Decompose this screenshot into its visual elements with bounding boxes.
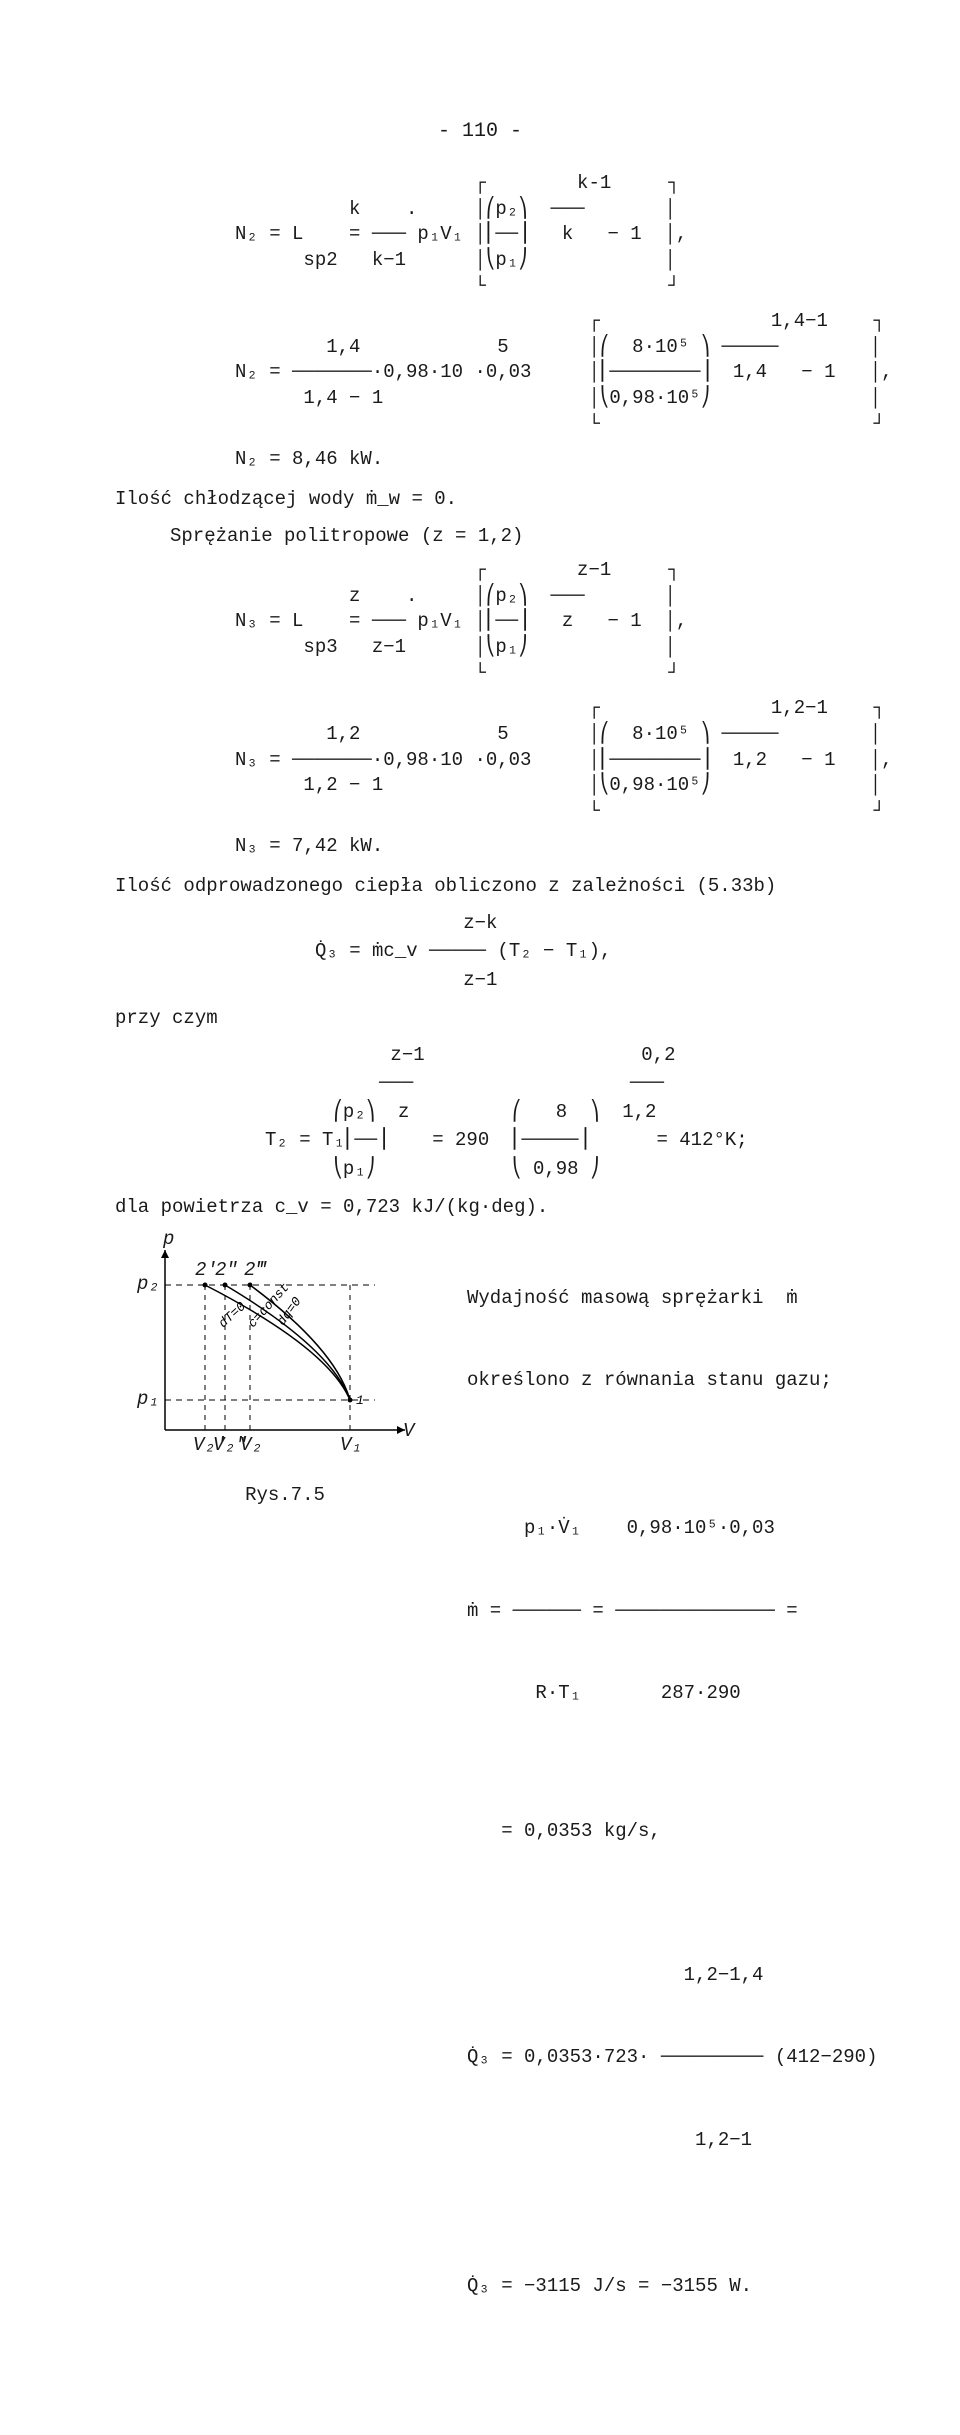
line-polytropic: Sprężanie politropowe (z = 1,2) [170, 522, 845, 551]
page-number: - 110 - [115, 120, 845, 143]
eq-line: ṁ = ────── = ────────────── = [467, 1598, 877, 1626]
figure-caption: Rys.7.5 [115, 1484, 455, 1506]
equation-q3-result: Q̇₃ = −3115 J/s = −3155 W. [467, 2273, 877, 2301]
eq-line: sp3 z−1 │⎝p₁⎠ │ [235, 635, 845, 661]
eq-line: T₂ = T₁⎜──⎟ = 290 ⎜─────⎟ = 412°K; [265, 1126, 845, 1155]
eq-line: 1,4 − 1 │⎝0,98·10⁵⎠ │ [235, 386, 845, 412]
pv-diagram-svg: dT=0c=constdq=01 [115, 1230, 435, 1460]
eq-line: N₃ = L = ─── p₁V₁ │⎜──⎟ z − 1 │, [235, 609, 845, 635]
page: - 110 - ┌ k-1 ┐ k . │⎛p₂⎞ ─── │ N₂ = L =… [0, 0, 960, 2435]
equation-n3-numeric: ┌ 1,2−1 ┐ 1,2 5 │⎛ 8·10⁵ ⎞ ───── │ N₃ = … [115, 696, 845, 824]
eq-line: = 0,0353 kg/s, [467, 1818, 877, 1846]
text-mass-flow-2: określono z równania stanu gazu; [467, 1367, 877, 1395]
axis-label-p1: p₁ [137, 1388, 160, 1410]
eq-line: p₁·V̇₁ 0,98·10⁵·0,03 [467, 1515, 877, 1543]
line-cv: dla powietrza c_v = 0,723 kJ/(kg·deg). [115, 1193, 845, 1222]
eq-line: R·T₁ 287·290 [467, 1680, 877, 1708]
eq-line: └ ┘ [235, 274, 845, 300]
tick-v2: V₂ [240, 1434, 263, 1456]
eq-line: 1,2 − 1 │⎝0,98·10⁵⎠ │ [235, 773, 845, 799]
eq-line: N₂ = L = ─── p₁V₁ │⎜──⎟ k − 1 │, [235, 222, 845, 248]
eq-line: z−1 0,2 [265, 1041, 845, 1070]
eq-line: 1,4 5 │⎛ 8·10⁵ ⎞ ───── │ [235, 335, 845, 361]
line-heat-removed: Ilość odprowadzonego ciepła obliczono z … [115, 872, 845, 901]
eq-line: N₂ = ───────·0,98·10 ·0,03 │⎜────────⎟ 1… [235, 360, 845, 386]
point-2pp: 2″ [215, 1259, 238, 1281]
equation-n2-symbolic: ┌ k-1 ┐ k . │⎛p₂⎞ ─── │ N₂ = L = ─── p₁V… [115, 171, 845, 299]
eq-line: └ ┘ [235, 412, 845, 438]
line-cooling-water: Ilość chłodzącej wody ṁ_w = 0. [115, 485, 845, 514]
eq-line: z−k [315, 909, 845, 938]
equation-n3-result: N₃ = 7,42 kW. [235, 834, 845, 860]
axis-label-p: p [163, 1228, 174, 1250]
eq-line: k . │⎛p₂⎞ ─── │ [235, 197, 845, 223]
eq-line: z−1 [315, 966, 845, 995]
eq-line: └ ┘ [235, 799, 845, 825]
eq-line: ┌ k-1 ┐ [235, 171, 845, 197]
eq-line: 1,2−1,4 [467, 1962, 877, 1990]
equation-n2-numeric: ┌ 1,4−1 ┐ 1,4 5 │⎛ 8·10⁵ ⎞ ───── │ N₂ = … [115, 309, 845, 437]
equation-n3-symbolic: ┌ z−1 ┐ z . │⎛p₂⎞ ─── │ N₃ = L = ─── p₁V… [115, 558, 845, 686]
text-mass-flow-1: Wydajność masową sprężarki ṁ [467, 1285, 877, 1313]
eq-line: sp2 k−1 │⎝p₁⎠ │ [235, 248, 845, 274]
eq-line: Q̇₃ = ṁc_v ───── (T₂ − T₁), [315, 937, 845, 966]
equation-t2: z−1 0,2 ─── ─── ⎛p₂⎞ z ⎛ 8 ⎞ 1,2 T₂ = T₁… [265, 1041, 845, 1184]
eq-line: ┌ 1,2−1 ┐ [235, 696, 845, 722]
eq-line: └ ┘ [235, 661, 845, 687]
eq-line: 1,2 5 │⎛ 8·10⁵ ⎞ ───── │ [235, 722, 845, 748]
eq-line: ⎛p₂⎞ z ⎛ 8 ⎞ 1,2 [265, 1098, 845, 1127]
eq-line: 1,2−1 [467, 2127, 877, 2155]
axis-label-p2: p₂ [137, 1273, 160, 1295]
calc-column: Wydajność masową sprężarki ṁ określono z… [455, 1230, 877, 2356]
point-2ppp: 2‴ [244, 1259, 267, 1281]
axis-label-v: V [403, 1420, 414, 1442]
lower-section: dT=0c=constdq=01 p p₂ p₁ V V₂′ V₂″ V₂ V₁… [115, 1230, 845, 2356]
eq-line: N₃ = ───────·0,98·10 ·0,03 │⎜────────⎟ 1… [235, 748, 845, 774]
equation-n2-result: N₂ = 8,46 kW. [235, 447, 845, 473]
figure-column: dT=0c=constdq=01 p p₂ p₁ V V₂′ V₂″ V₂ V₁… [115, 1230, 455, 2356]
tick-v1: V₁ [340, 1434, 363, 1456]
eq-line: Q̇₃ = 0,0353·723· ───────── (412−290) [467, 2044, 877, 2072]
svg-text:dT=0: dT=0 [216, 1298, 249, 1330]
eq-line: ┌ 1,4−1 ┐ [235, 309, 845, 335]
eq-line: ⎝p₁⎠ ⎝ 0,98 ⎠ [265, 1155, 845, 1184]
line-przy-czym: przy czym [115, 1004, 845, 1033]
eq-line: z . │⎛p₂⎞ ─── │ [235, 584, 845, 610]
eq-line: ┌ z−1 ┐ [235, 558, 845, 584]
figure-7-5: dT=0c=constdq=01 p p₂ p₁ V V₂′ V₂″ V₂ V₁… [115, 1230, 435, 1480]
eq-line: ─── ─── [265, 1069, 845, 1098]
equation-q3: z−k Q̇₃ = ṁc_v ───── (T₂ − T₁), z−1 [315, 909, 845, 995]
svg-text:1: 1 [356, 1393, 364, 1408]
